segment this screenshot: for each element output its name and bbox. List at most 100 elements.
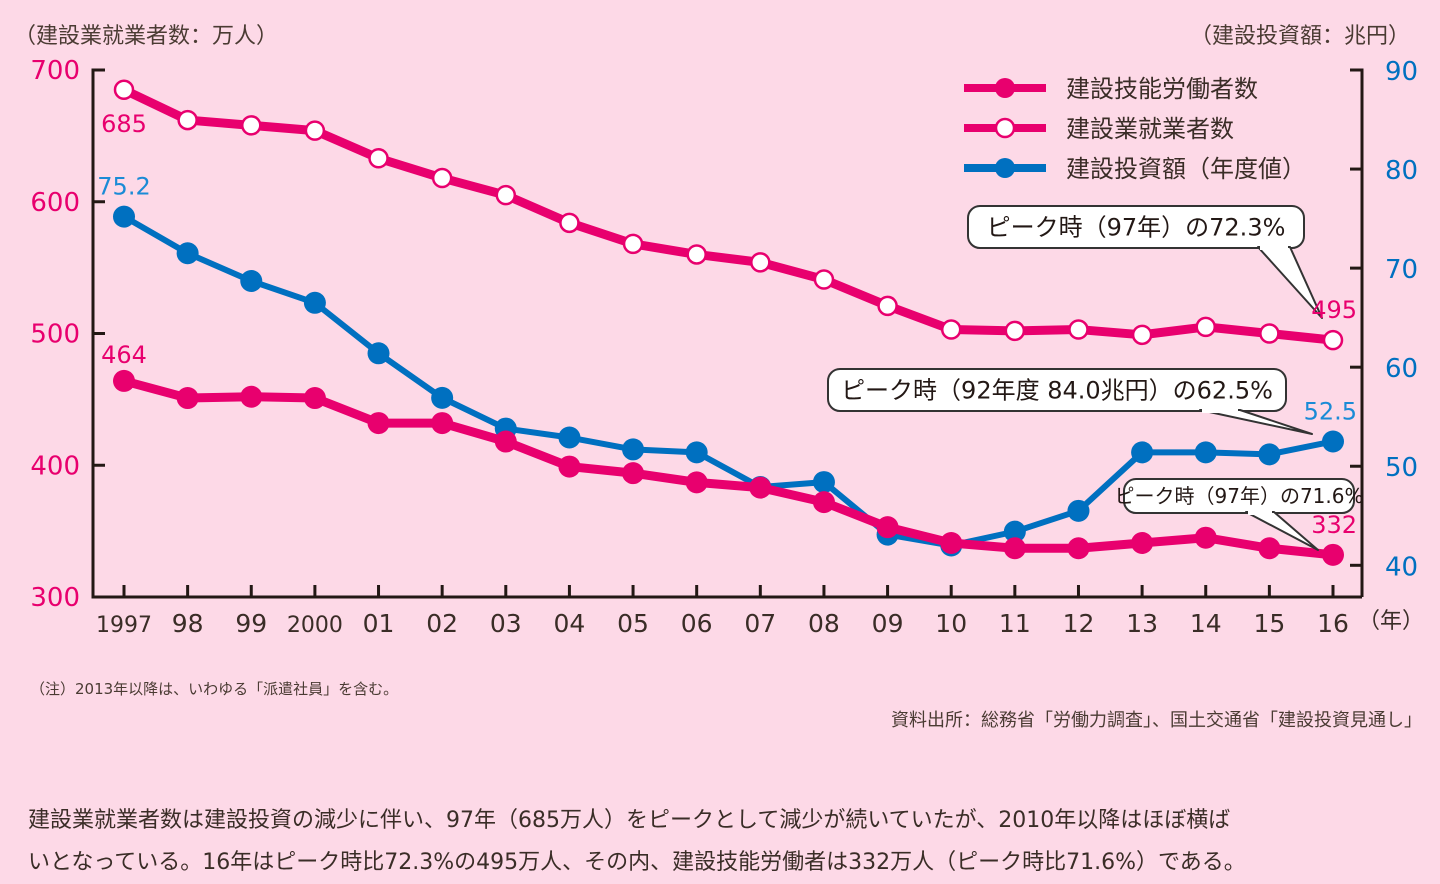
x-tick-label: 02 xyxy=(426,609,458,638)
right-axis-label: （建設投資額：兆円） xyxy=(1189,24,1410,49)
legend-item: 建設業就業者数 xyxy=(964,115,1234,143)
data-point xyxy=(685,471,708,494)
data-point xyxy=(877,295,898,317)
callout: ピーク時（97年）の72.3% xyxy=(967,205,1323,319)
data-point xyxy=(113,369,135,392)
data-point xyxy=(1258,537,1281,560)
callout-text: ピーク時（97年）の72.3% xyxy=(987,214,1286,242)
series-line-1 xyxy=(122,85,1334,345)
data-point xyxy=(940,319,962,340)
x-tick-label: 13 xyxy=(1126,609,1158,638)
data-point xyxy=(1067,499,1090,522)
description-line-2: いとなっている。16年はピーク時比72.3%の495万人、その内、建設技能労働者… xyxy=(28,850,1246,875)
data-point xyxy=(240,385,263,408)
x-tick-label: 08 xyxy=(808,609,840,638)
data-point xyxy=(813,269,835,290)
legend-marker xyxy=(995,78,1015,98)
right-tick-label: 90 xyxy=(1385,57,1418,87)
data-point xyxy=(113,205,135,228)
data-point xyxy=(177,109,198,131)
x-tick-label: 1997 xyxy=(96,613,152,638)
callouts: ピーク時（97年）の72.3% ピーク時（92年度 84.0兆円）の62.5% ピー… xyxy=(827,205,1364,551)
callout-text: ピーク時（97年）の71.6% xyxy=(1115,484,1364,508)
data-point xyxy=(622,233,644,255)
x-tick-label: 98 xyxy=(172,609,204,638)
data-labels: 685 464 75.2 495 52.5 332 xyxy=(97,110,1357,539)
data-point xyxy=(1194,441,1217,464)
data-point xyxy=(303,387,326,410)
x-tick-label: 14 xyxy=(1190,609,1222,638)
data-point xyxy=(1322,543,1344,566)
right-axis-line xyxy=(1350,68,1364,597)
data-label: 52.5 xyxy=(1304,397,1357,425)
data-point xyxy=(812,471,835,494)
right-tick-label: 40 xyxy=(1385,552,1418,582)
data-point xyxy=(1131,441,1154,464)
right-tick-label: 80 xyxy=(1385,156,1418,186)
data-point xyxy=(558,455,581,478)
data-point xyxy=(494,430,517,453)
data-point xyxy=(431,386,454,409)
series-line-2 xyxy=(122,214,1334,549)
description-text: 建設業就業者数は建設投資の減少に伴い、97年（685万人）をピークとして減少が続… xyxy=(28,800,1428,884)
data-point xyxy=(558,426,581,449)
data-point xyxy=(367,412,390,435)
data-point xyxy=(176,242,199,265)
x-tick-label: 16 xyxy=(1317,609,1349,638)
data-label: 464 xyxy=(101,341,147,369)
data-label: 495 xyxy=(1311,296,1357,324)
data-point xyxy=(431,167,453,189)
x-tick-label: 10 xyxy=(935,609,967,638)
data-point xyxy=(622,462,645,485)
legend-label: 建設投資額（年度値） xyxy=(1066,155,1306,183)
callout-box xyxy=(967,205,1305,249)
left-tick-label: 400 xyxy=(30,451,80,481)
callout-box xyxy=(827,368,1287,412)
data-point xyxy=(368,148,389,169)
legend-item: 建設技能労働者数 xyxy=(964,75,1258,103)
data-point xyxy=(240,269,263,292)
x-tick-label: 03 xyxy=(490,609,522,638)
callout-pointer xyxy=(1199,409,1313,435)
data-point xyxy=(367,342,390,365)
legend-marker xyxy=(995,158,1015,178)
data-point xyxy=(1067,537,1090,560)
source-credit: 資料出所：総務省「労働力調査」、国土交通省「建設投資見通し」 xyxy=(891,710,1422,731)
x-tick-label: 11 xyxy=(999,609,1031,638)
data-point xyxy=(241,115,262,136)
x-tick-label: 04 xyxy=(554,609,586,638)
x-tick-label: 12 xyxy=(1063,609,1095,638)
data-point xyxy=(1322,430,1344,453)
series-lines xyxy=(113,79,1344,566)
data-point xyxy=(1322,329,1344,351)
x-tick-label: 15 xyxy=(1253,609,1285,638)
data-point xyxy=(303,291,326,314)
left-tick-label: 500 xyxy=(30,320,80,350)
x-axis-unit: （年） xyxy=(1358,609,1424,634)
data-point xyxy=(1259,323,1280,344)
right-tick-label: 60 xyxy=(1385,354,1418,384)
data-point xyxy=(686,244,707,265)
legend-item: 建設投資額（年度値） xyxy=(964,155,1306,183)
description-line-1: 建設業就業者数は建設投資の減少に伴い、97年（685万人）をピークとして減少が続… xyxy=(28,808,1231,833)
data-point xyxy=(1195,316,1216,338)
legend-marker xyxy=(994,117,1016,139)
left-tick-label: 300 xyxy=(30,583,80,613)
callout-box xyxy=(1123,478,1355,514)
data-point xyxy=(1131,531,1154,554)
data-point xyxy=(1194,526,1217,549)
x-tick-label: 2000 xyxy=(287,613,343,638)
data-point xyxy=(495,184,517,206)
data-point xyxy=(431,412,454,435)
data-point xyxy=(1004,320,1026,342)
data-point xyxy=(559,212,580,234)
data-label: 685 xyxy=(101,110,147,138)
x-tick-label: 06 xyxy=(681,609,713,638)
data-point xyxy=(1068,319,1089,340)
data-point xyxy=(876,516,899,539)
axes: 300 400 500 600 700 40 50 60 70 80 90 1997 98 99 2000 0… xyxy=(30,56,1424,638)
x-tick-label: 05 xyxy=(617,609,649,638)
callout-text: ピーク時（92年度 84.0兆円）の62.5% xyxy=(841,377,1273,405)
data-point xyxy=(304,120,326,141)
